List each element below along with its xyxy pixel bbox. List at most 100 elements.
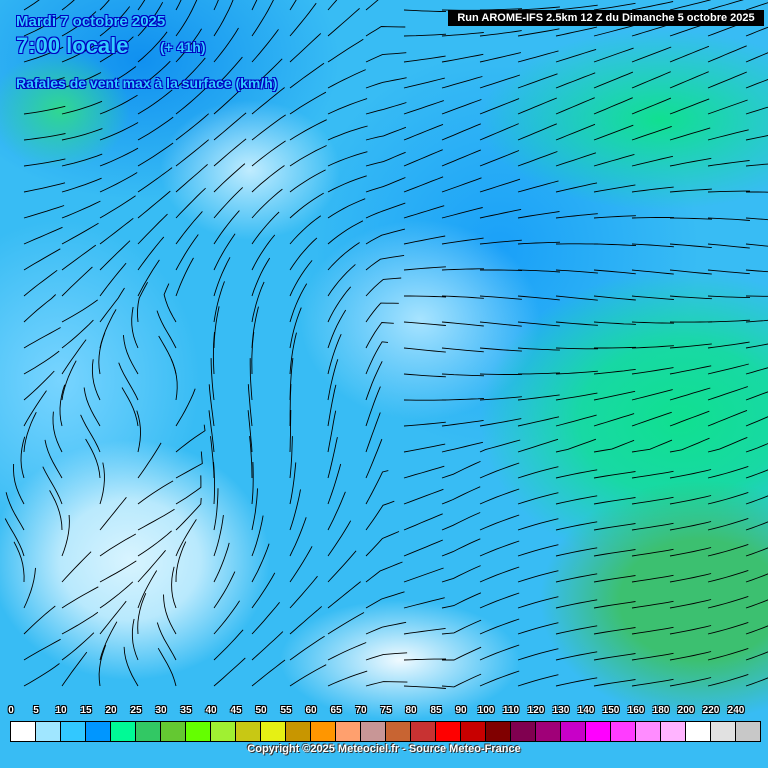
legend-label: 20	[105, 705, 117, 716]
streamline	[707, 595, 749, 609]
streamline	[593, 390, 636, 401]
streamline	[403, 567, 444, 583]
streamline	[669, 45, 710, 63]
streamline	[517, 269, 561, 273]
streamline	[137, 190, 171, 219]
streamline	[23, 105, 66, 115]
streamline	[99, 6, 131, 37]
streamline	[249, 436, 253, 479]
streamline	[441, 237, 484, 245]
streamline	[517, 674, 559, 687]
streamline	[213, 306, 220, 349]
streamline	[745, 573, 768, 583]
legend-swatch	[436, 722, 461, 741]
streamline	[251, 602, 280, 635]
streamline	[365, 254, 405, 271]
streamline	[213, 27, 239, 63]
streamline	[137, 31, 168, 63]
streamline	[213, 488, 219, 531]
streamline	[669, 410, 710, 427]
streamline	[403, 465, 445, 479]
streamline	[99, 560, 137, 583]
streamline	[403, 373, 446, 378]
streamline	[593, 2, 636, 11]
streamline	[669, 127, 711, 141]
streamline	[517, 416, 560, 427]
streamline	[251, 461, 254, 505]
streamline	[707, 621, 749, 635]
streamline	[593, 653, 636, 661]
legend-swatch	[361, 722, 386, 741]
streamline	[23, 663, 60, 687]
streamline	[707, 647, 749, 661]
legend-swatch	[311, 722, 336, 741]
streamline	[99, 621, 118, 661]
streamline	[441, 460, 481, 479]
legend-swatch	[61, 722, 86, 741]
streamline	[479, 540, 520, 557]
streamline	[669, 98, 710, 115]
streamline	[745, 443, 768, 453]
streamline	[99, 0, 110, 11]
streamline	[365, 126, 407, 141]
streamline	[745, 135, 768, 141]
streamline	[23, 638, 61, 661]
streamline	[289, 215, 322, 245]
streamline	[517, 97, 557, 115]
streamline	[99, 36, 134, 63]
streamline	[707, 99, 748, 115]
legend-swatch	[261, 722, 286, 741]
streamline	[365, 470, 389, 505]
streamline	[98, 644, 107, 687]
streamline	[669, 469, 712, 479]
streamline	[593, 269, 636, 275]
streamline	[365, 277, 402, 297]
streamline	[593, 184, 636, 193]
streamline	[707, 673, 749, 687]
streamline	[42, 466, 63, 505]
streamline	[61, 11, 97, 37]
streamline	[175, 0, 198, 37]
streamline	[517, 518, 559, 531]
streamline	[479, 52, 521, 63]
streamline	[707, 243, 750, 249]
streamline	[365, 322, 394, 349]
streamline	[251, 515, 264, 557]
streamline	[593, 243, 637, 247]
streamline	[99, 497, 127, 531]
streamline	[365, 102, 407, 115]
streamline	[479, 418, 522, 427]
streamline	[555, 213, 598, 219]
streamline	[403, 149, 443, 167]
streamline	[745, 416, 768, 427]
streamline	[23, 182, 66, 193]
streamline	[555, 182, 598, 193]
streamline	[479, 347, 522, 352]
streamline	[745, 269, 768, 273]
streamline	[137, 142, 174, 167]
forecast-date: Mardi 7 octobre 2025	[16, 13, 166, 30]
streamline	[631, 186, 674, 193]
streamline	[555, 48, 597, 63]
legend-label: 100	[477, 705, 495, 716]
legend-label: 45	[230, 705, 242, 716]
streamline	[137, 550, 166, 583]
streamline	[517, 622, 559, 635]
streamline	[555, 469, 598, 479]
streamline	[479, 373, 523, 375]
streamline	[403, 9, 447, 13]
streamline	[327, 69, 366, 89]
streamline	[555, 438, 597, 453]
streamline	[631, 97, 672, 115]
streamline	[593, 124, 634, 141]
legend-label: 140	[577, 705, 595, 716]
streamline	[403, 176, 444, 193]
streamline	[593, 601, 636, 609]
streamline	[707, 319, 751, 323]
streamline	[289, 307, 302, 349]
streamline	[745, 343, 768, 349]
streamline	[137, 60, 171, 89]
streamline	[289, 517, 307, 557]
streamline	[99, 147, 139, 167]
streamline	[61, 72, 102, 89]
